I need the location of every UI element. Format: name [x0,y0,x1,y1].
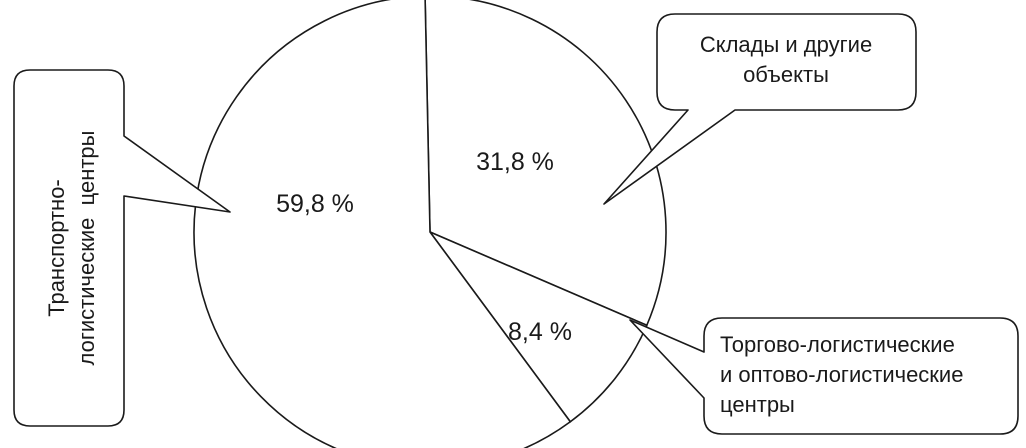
slice-value-label-transportno: 59,8 % [276,190,354,218]
callout-label-line: Торгово-логистические [720,332,955,357]
callout-label-line: Склады и другие [700,32,872,57]
callout-label-line: логистические центры [74,131,99,366]
callout-bubble-torgovo [629,317,1019,435]
callout-bubble-transportno [13,69,231,427]
callout-label-sklady: Склады и другие объекты [700,32,872,87]
callout-label-line: и оптово-логистические [720,362,963,387]
slice-value-label-sklady: 31,8 % [476,148,554,176]
slice-value-label-torgovo: 8,4 % [508,318,572,346]
callout-label-line: Транспортно- [44,179,69,317]
callout-label-transportno: Транспортно-логистические центры [44,131,99,366]
callout-label-line: центры [720,392,795,417]
pie-slice-sklady [424,0,667,327]
pie-slice-transportno [193,0,572,448]
callout-label-line: объекты [743,62,829,87]
callout-bubble-sklady [603,13,917,205]
callout-label-torgovo: Торгово-логистические и оптово-логистичес… [720,332,963,417]
